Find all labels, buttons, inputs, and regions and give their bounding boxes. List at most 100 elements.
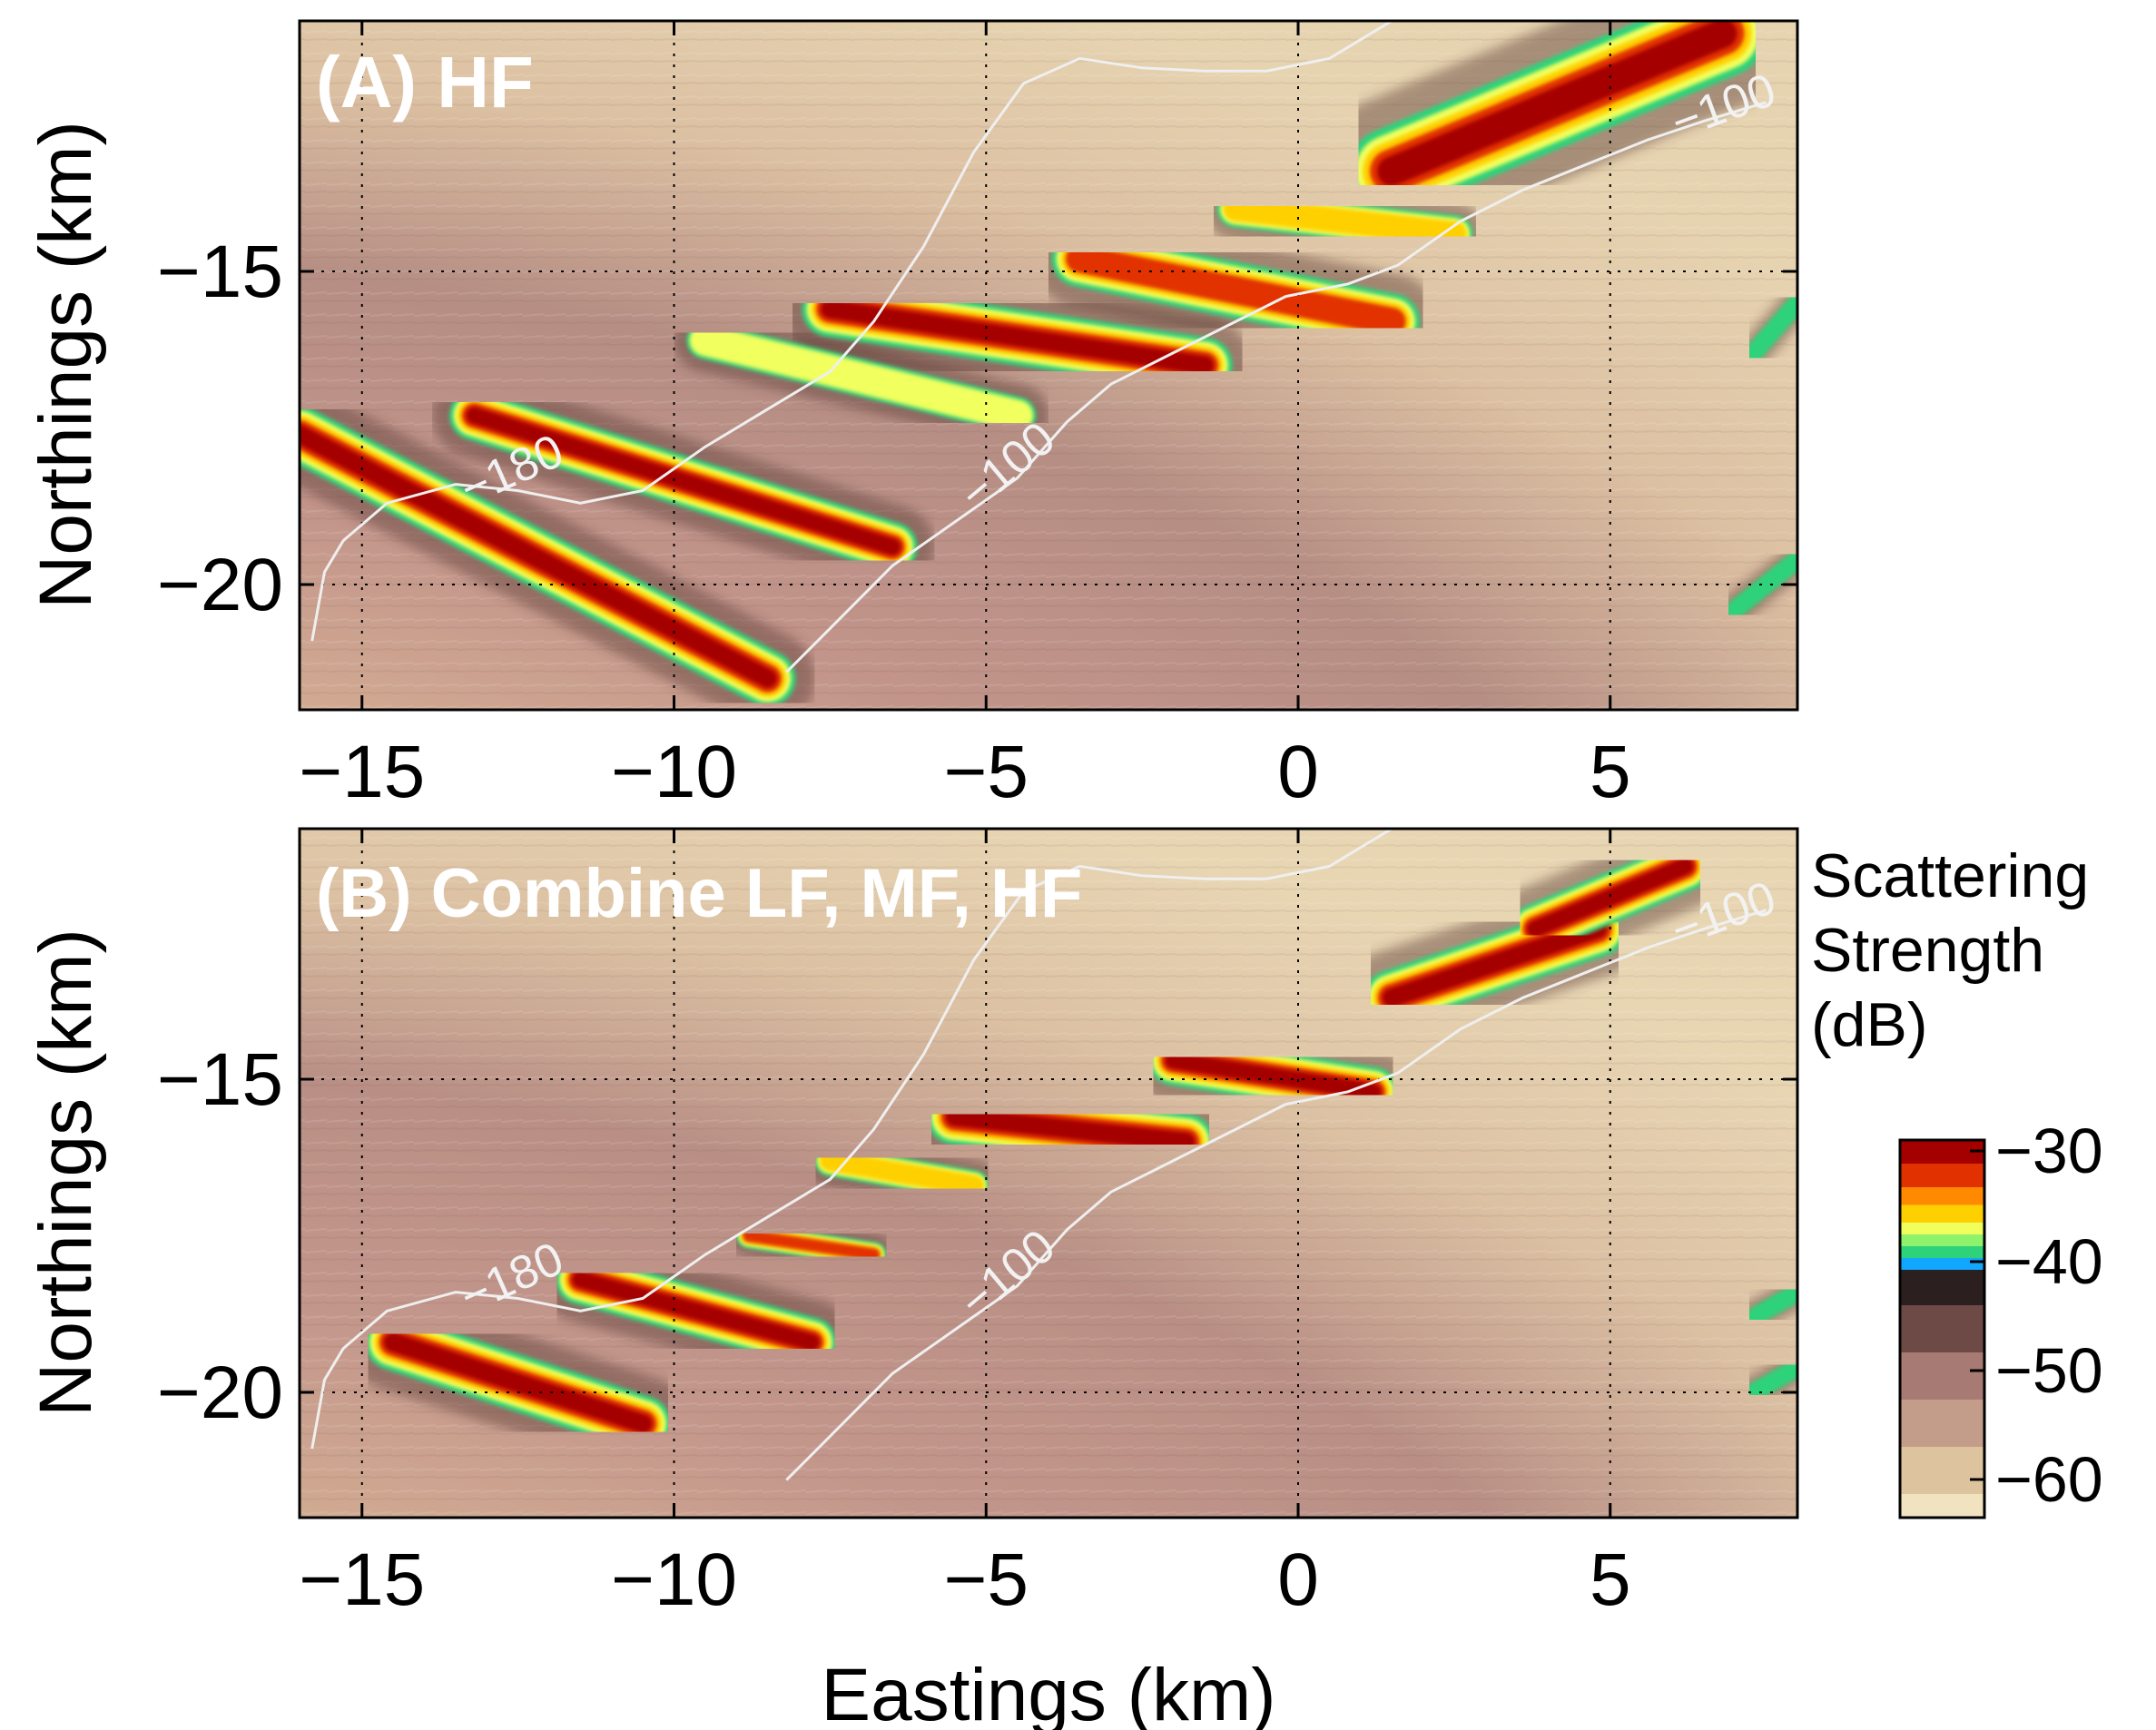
colorbar-swatch [1900,1299,1984,1306]
colorbar-swatch [1900,1381,1984,1389]
panel-b-title: (B) Combine LF, MF, HF [316,855,1082,932]
colorbar-swatch [1900,1164,1984,1171]
colorbar-frame [1898,1138,1986,1519]
panel-b-scatter-level [950,1112,1191,1147]
colorbar-swatch [1900,1352,1984,1360]
panel-a-scatter-band [686,321,1037,435]
colorbar-tick-label: −30 [1995,1116,2103,1186]
colorbar-swatch [1900,1346,1984,1353]
colorbar-swatch [1900,1329,1984,1336]
panel-a-x-tick-label: 5 [1590,731,1631,813]
colorbar-swatch [1900,1511,1984,1519]
panel-b-scatter-band [555,1254,837,1368]
colorbar-swatch [1900,1388,1984,1395]
panel-b-scatter-band [1744,1283,1797,1327]
panel-a-x-tick-label: −10 [611,731,737,813]
panel-b-contour-0 [310,829,1396,1450]
colorbar-swatch [1900,1482,1984,1489]
colorbar-swatch [1900,1140,1984,1147]
panel-a-contour-0 [310,21,1396,642]
colorbar-swatch [1900,1506,1984,1513]
panel-b-y-tick-label: −15 [157,1038,283,1121]
panel-b-frame [298,827,1799,1519]
panel-b-x-tick-label: −5 [944,1538,1029,1621]
colorbar-swatch [1900,1423,1984,1430]
panel-b-scatter-level [1744,1358,1797,1402]
panel-b-contour-1 [785,909,1767,1481]
colorbar-swatch [1900,1204,1984,1212]
panel-a-scatter-level [1384,25,1730,179]
panel-b-scatter-band [926,1088,1215,1170]
colorbar-swatch [1900,1476,1984,1483]
colorbar-swatch [1900,1193,1984,1200]
panel-a-scatter-band [1348,21,1767,215]
colorbar-swatch [1900,1263,1984,1271]
panel-b-x-tick-label: 0 [1277,1538,1319,1621]
panel-b-scatter-level [1744,1283,1797,1327]
panel-b-y-tick-label: −20 [157,1352,283,1434]
x-axis-label: Eastings (km) [821,1654,1275,1730]
colorbar-swatch [1900,1152,1984,1159]
colorbar-tick-label: −50 [1995,1335,2103,1406]
panel-a-plot-area: −180−180−100−100 (A) HF [300,21,1797,710]
colorbar-swatch [1900,1287,1984,1294]
colorbar-tick-label: −60 [1995,1444,2103,1515]
panel-b-scatter-band [736,1223,887,1267]
colorbar-swatch [1900,1270,1984,1277]
colorbar-swatch [1900,1240,1984,1247]
panel-b: −180−180−100−100 (B) Combine LF, MF, HF … [157,827,1799,1621]
colorbar-swatch [1900,1334,1984,1342]
colorbar-swatch [1900,1252,1984,1259]
colorbar-swatches [1900,1140,1984,1519]
panel-b-x-tick-label: 5 [1590,1538,1631,1621]
colorbar-swatch [1900,1417,1984,1424]
panel-a-scatter-bands [300,21,1797,707]
panel-a-x-tick-label: −15 [299,731,425,813]
panel-a: −180−180−100−100 (A) HF −15 −10 −5 0 5 −15 −20 [157,19,1799,813]
colorbar-swatch [1900,1435,1984,1442]
panel-b-x-tick-label: −10 [611,1538,737,1621]
panel-a-scatter-band [1725,550,1797,619]
panel-a-axes: −15 −10 −5 0 5 −15 −20 [157,21,1797,813]
colorbar-swatch [1900,1216,1984,1224]
panel-b-scatter-bands [365,840,1797,1452]
panel-a-scatter-level [466,407,901,555]
colorbar-swatch [1900,1145,1984,1153]
panel-b-scatter-level [1165,1052,1382,1100]
colorbar-label-line-3: (dB) [1811,990,1927,1059]
colorbar-swatch [1900,1447,1984,1454]
panel-a-scatter-level [1744,293,1797,363]
colorbar-swatch [1900,1411,1984,1419]
panel-a-scatter-band [1744,293,1797,363]
colorbar-label-line-1: Scattering [1811,841,2089,910]
colorbar: Scattering Strength (dB) −30 −40 −50 −60 [1811,841,2103,1519]
colorbar-swatch [1900,1305,1984,1312]
colorbar-swatch [1900,1459,1984,1466]
panel-a-x-tick-label: −5 [944,731,1029,813]
panel-b-axes: −15 −10 −5 0 5 −15 −20 [157,829,1797,1621]
colorbar-swatch [1900,1258,1984,1265]
colorbar-swatch [1900,1452,1984,1460]
panel-b-plot-area: −180−180−100−100 (B) Combine LF, MF, HF [300,829,1797,1518]
colorbar-swatch [1900,1464,1984,1471]
panel-b-x-tick-label: −15 [299,1538,425,1621]
panel-a-title: (A) HF [316,42,534,123]
colorbar-swatch [1900,1181,1984,1188]
panel-a-scatter-band [1051,231,1421,350]
panel-b-scatter-band [1510,840,1710,954]
panel-a-scatter-level [1223,196,1467,247]
colorbar-swatch [1900,1400,1984,1407]
colorbar-swatch [1900,1364,1984,1371]
colorbar-swatch [1900,1370,1984,1377]
colorbar-swatch [1900,1341,1984,1348]
colorbar-swatch [1900,1282,1984,1289]
panel-b-scatter-band [365,1313,672,1452]
colorbar-swatch [1900,1275,1984,1283]
colorbar-swatch [1900,1317,1984,1324]
panel-b-scatter-band [1744,1358,1797,1402]
panel-b-ylabel: Northings (km) [25,929,107,1417]
colorbar-swatch [1900,1157,1984,1165]
colorbar-swatch [1900,1175,1984,1183]
colorbar-swatch [1900,1470,1984,1478]
